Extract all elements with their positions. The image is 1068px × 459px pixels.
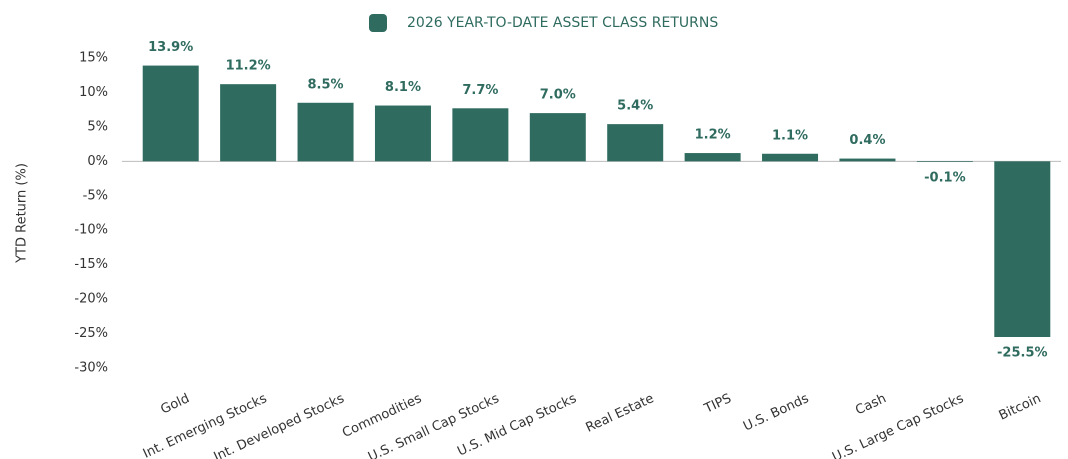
x-tick-label: Bitcoin [997,391,1044,423]
y-tick-label: 15% [79,51,108,66]
value-label: 1.2% [695,128,731,143]
bar [142,65,199,162]
y-tick-label: -30% [74,361,108,376]
bar [762,153,819,162]
y-tick-label: -15% [74,257,108,272]
x-tick-label: TIPS [701,391,734,417]
value-label: -25.5% [997,346,1048,361]
value-label: 8.5% [308,77,344,92]
value-label: 11.2% [226,59,271,74]
y-tick-label: -10% [74,223,108,238]
value-label: 5.4% [617,99,653,114]
x-tick-label: Gold [158,391,191,417]
legend-label: 2026 YEAR-TO-DATE ASSET CLASS RETURNS [407,15,718,31]
value-label: 13.9% [148,40,193,55]
bar [607,124,664,162]
bar [452,108,509,162]
y-tick-label: -20% [74,292,108,307]
x-tick-label: Int. Developed Stocks [212,391,347,459]
bar [374,105,431,162]
value-label: 7.7% [462,83,498,98]
x-tick-label: U.S. Bonds [741,391,811,434]
bar [684,153,741,162]
y-tick-label: 5% [87,119,108,134]
y-axis-label: YTD Return (%) [15,163,30,264]
x-tick-label: Real Estate [584,391,657,436]
value-label: 1.1% [772,128,808,143]
x-tick-label: U.S. Large Cap Stocks [830,391,966,459]
bar [220,84,277,162]
bar [839,158,896,162]
y-tick-label: -5% [83,188,108,203]
x-tick-label: Cash [853,391,888,418]
y-tick-label: -25% [74,326,108,341]
value-label: 0.4% [849,133,885,148]
value-label: 7.0% [540,88,576,103]
value-label: 8.1% [385,80,421,95]
legend-swatch [369,14,387,32]
y-tick-label: 0% [87,154,108,169]
bar [297,102,354,162]
bar [916,161,973,163]
y-tick-label: 10% [79,85,108,100]
value-label: -0.1% [924,171,965,186]
bar [994,161,1051,337]
bar [529,113,586,162]
